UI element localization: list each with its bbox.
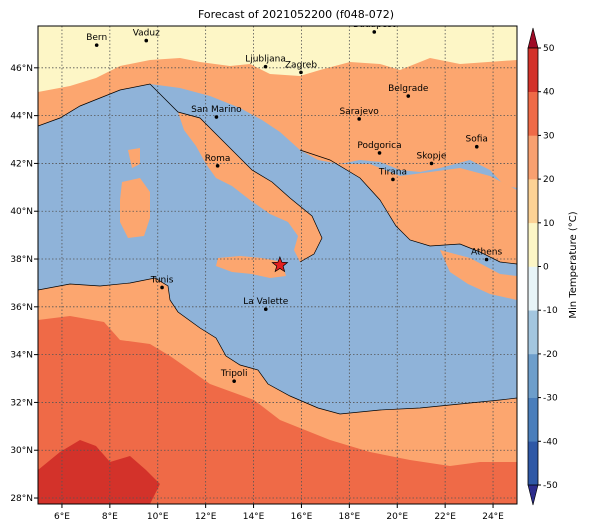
city-label: Belgrade xyxy=(388,84,429,94)
city-label: Sofia xyxy=(466,135,488,145)
colorbar: -50 -40 -30 -20 -10 0 10 20 30 40 50 xyxy=(527,27,558,506)
colorbar-tick-label: -20 xyxy=(543,350,558,360)
city-dot xyxy=(484,257,489,262)
city-label: Vaduz xyxy=(133,29,160,39)
coastlines xyxy=(38,83,517,415)
city-label: Sarajevo xyxy=(340,107,380,117)
city-label: Podgorica xyxy=(357,141,401,151)
colorbar-segment xyxy=(528,179,538,224)
city-dot xyxy=(357,117,361,121)
colorbar-segment xyxy=(528,397,538,442)
colorbar-tick-label: -40 xyxy=(543,437,558,447)
lon-tick-label: 24°E xyxy=(482,512,504,522)
greece-south xyxy=(440,250,517,300)
city-dot xyxy=(160,285,164,290)
balkans xyxy=(300,150,517,264)
colorbar-segment xyxy=(528,266,538,311)
city-label: Athens xyxy=(471,248,502,258)
city-label: Skopje xyxy=(417,151,447,161)
colorbar-segment xyxy=(528,441,538,486)
lat-tick-label: 38°N xyxy=(10,255,33,265)
lon-tick-label: 12°E xyxy=(195,512,217,522)
lon-tick-label: 20°E xyxy=(386,512,408,522)
city-label: La Valette xyxy=(243,297,288,307)
lat-tick-label: 40°N xyxy=(10,207,33,217)
latitude-ticks: 28°N 30°N 32°N 34°N 36°N 38°N 40°N 42°N 44°N 46°N xyxy=(10,64,38,504)
lat-tick-label: 32°N xyxy=(10,398,33,408)
city-label: Bern xyxy=(86,33,107,43)
lon-tick-label: 14°E xyxy=(243,512,265,522)
colorbar-tick-label: 30 xyxy=(543,131,555,141)
lat-tick-label: 42°N xyxy=(10,159,33,169)
city-dot xyxy=(215,164,220,168)
italy xyxy=(178,112,322,262)
colorbar-segment xyxy=(528,222,538,267)
colorbar-tick-label: 50 xyxy=(543,44,555,54)
colorbar-tick-label: -30 xyxy=(543,394,558,404)
city-dot xyxy=(263,307,268,312)
colorbar-tick-label: -10 xyxy=(543,306,558,316)
figure-title: Forecast of 2021052200 (f048-072) xyxy=(198,8,394,21)
colorbar-tick-label: 0 xyxy=(543,263,549,273)
city-label: Tripoli xyxy=(220,369,248,379)
colorbar-max-extend xyxy=(527,27,539,49)
city-dot xyxy=(263,64,268,69)
city-dot xyxy=(377,151,382,155)
map-frame xyxy=(37,25,518,505)
lat-tick-label: 36°N xyxy=(10,303,33,313)
lat-tick-label: 30°N xyxy=(10,446,33,456)
lon-tick-label: 18°E xyxy=(339,512,361,522)
longitude-ticks: 6°E 8°E 10°E 12°E 14°E 16°E 18°E 20°E 22°E 24°E xyxy=(54,504,504,522)
africa-band-30-40 xyxy=(38,440,160,504)
colorbar-segment xyxy=(528,91,538,136)
colorbar-tick-label: 20 xyxy=(543,175,555,185)
city-label: Ljubljana xyxy=(245,55,286,65)
corsica xyxy=(128,148,140,168)
sicily xyxy=(216,256,286,278)
city-dot xyxy=(391,177,395,182)
city-label: Budapest xyxy=(353,20,396,30)
city-label: Tunis xyxy=(150,275,174,285)
colorbar-tick-label: 10 xyxy=(543,219,555,229)
lat-tick-label: 28°N xyxy=(10,494,33,504)
lon-tick-label: 22°E xyxy=(434,512,456,522)
city-dot xyxy=(474,144,479,149)
star-marker-icon xyxy=(271,256,289,273)
colorbar-tick-label: 40 xyxy=(543,88,555,98)
europe-band-0-10 xyxy=(38,26,517,92)
city-label: Roma xyxy=(205,154,231,164)
city-dot xyxy=(94,43,99,47)
colorbar-segment xyxy=(528,135,538,180)
lon-tick-label: 16°E xyxy=(291,512,313,522)
city-label: Zagreb xyxy=(285,60,317,70)
colorbar-segment xyxy=(528,48,538,92)
colorbar-tick-label: -50 xyxy=(543,481,558,491)
city-dot xyxy=(214,115,219,119)
lon-tick-label: 6°E xyxy=(54,512,70,522)
lat-tick-label: 46°N xyxy=(10,64,33,74)
colorbar-min-extend xyxy=(527,484,539,506)
lon-tick-label: 8°E xyxy=(102,512,118,522)
city-label: San Marino xyxy=(191,105,242,115)
city-dot xyxy=(429,161,434,166)
city-dot xyxy=(299,70,303,75)
city-dot xyxy=(144,38,149,43)
lat-tick-label: 34°N xyxy=(10,351,33,361)
colorbar-label: Min Temperature (°C) xyxy=(568,211,579,318)
city-dot xyxy=(406,94,411,98)
city-dot xyxy=(232,379,236,383)
colorbar-segment xyxy=(528,353,538,398)
city-label: Tirana xyxy=(378,167,407,177)
sardinia xyxy=(120,178,150,238)
lat-tick-label: 44°N xyxy=(10,112,33,122)
colorbar-segment xyxy=(528,310,538,355)
gridlines xyxy=(38,26,517,504)
lon-tick-label: 10°E xyxy=(147,512,169,522)
city-dot xyxy=(372,30,377,34)
